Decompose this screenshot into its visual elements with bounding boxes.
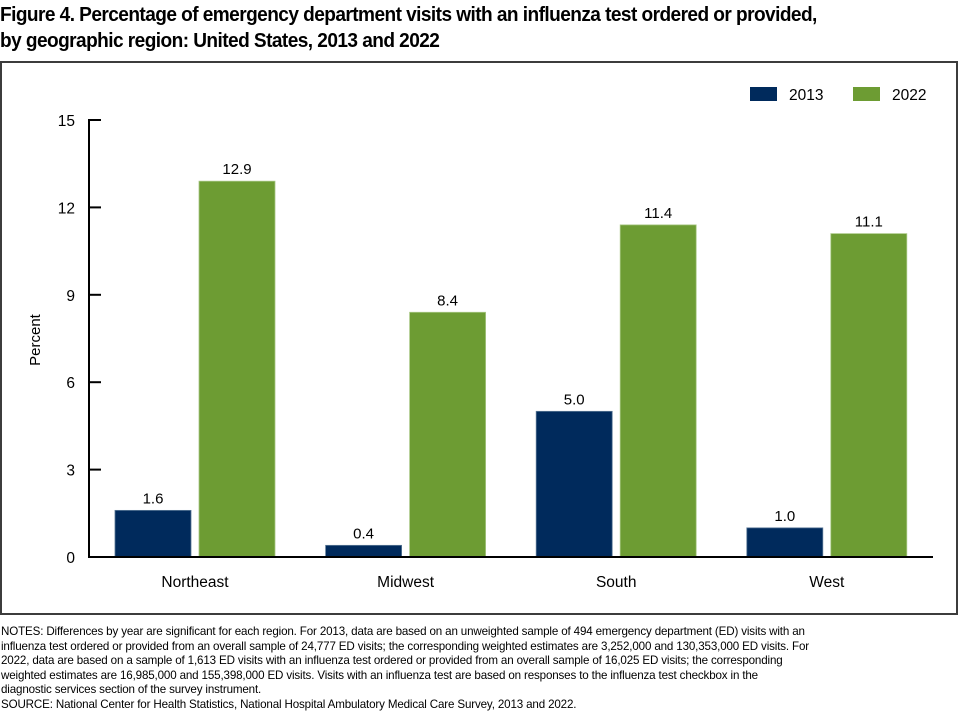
bar-west-2022 <box>830 233 908 558</box>
bar-west-2013 <box>746 527 824 558</box>
bar-label-west-2013: 1.0 <box>774 508 795 525</box>
y-tick-label-6: 6 <box>66 375 75 392</box>
y-ticks-layer: 0 3 6 9 12 15 <box>58 113 101 567</box>
bar-midwest-2013 <box>325 544 403 558</box>
bar-northeast-2022 <box>198 180 276 558</box>
bar-label-northeast-2013: 1.6 <box>143 490 164 507</box>
bar-label-south-2013: 5.0 <box>564 391 585 408</box>
legend-swatch-2013 <box>750 87 777 101</box>
bar-south-2022 <box>619 224 697 558</box>
legend-item-2022: 2022 <box>853 87 926 104</box>
x-tick-label-northeast: Northeast <box>161 574 229 591</box>
bar-label-south-2022: 11.4 <box>644 205 672 222</box>
x-ticks-layer: Northeast Midwest South West <box>161 574 845 591</box>
legend-label-2022: 2022 <box>892 87 926 104</box>
bar-northeast-2013 <box>114 509 192 558</box>
x-tick-label-midwest: Midwest <box>377 574 435 591</box>
notes-line-2: influenza test ordered or provided from … <box>1 639 809 653</box>
y-tick-label-12: 12 <box>58 200 75 217</box>
bar-label-midwest-2013: 0.4 <box>353 525 374 542</box>
notes-line-1: NOTES: Differences by year are significa… <box>1 625 805 638</box>
bar-label-northeast-2022: 12.9 <box>222 161 251 178</box>
notes-line-4: weighted estimates are 16,985,000 and 15… <box>1 668 758 682</box>
x-tick-label-west: West <box>809 574 845 591</box>
notes-line-3: 2022, data are based on a sample of 1,61… <box>1 654 783 668</box>
source-line: SOURCE: National Center for Health Stati… <box>1 697 577 711</box>
figure-title-line-1: Figure 4. Percentage of emergency depart… <box>0 3 817 26</box>
figure-notes: NOTES: Differences by year are significa… <box>1 625 959 713</box>
y-axis-label: Percent <box>27 313 44 366</box>
y-tick-label-9: 9 <box>66 288 75 305</box>
bar-south-2013 <box>535 410 613 558</box>
axes-layer <box>88 119 933 558</box>
legend-swatch-2022 <box>853 87 880 101</box>
legend-label-2013: 2013 <box>789 87 823 104</box>
bar-midwest-2022 <box>409 311 487 558</box>
figure-title: Figure 4. Percentage of emergency depart… <box>0 2 893 54</box>
legend: 2013 2022 <box>750 87 926 104</box>
bars-layer <box>114 180 908 558</box>
x-tick-label-south: South <box>596 574 637 591</box>
figure-title-line-2: by geographic region: United States, 201… <box>0 29 440 52</box>
legend-item-2013: 2013 <box>750 87 823 104</box>
bar-label-west-2022: 11.1 <box>855 214 883 231</box>
bar-label-midwest-2022: 8.4 <box>437 292 458 309</box>
notes-line-5: diagnostic services section of the surve… <box>1 683 262 697</box>
bar-labels-layer: 1.6 12.9 0.4 8.4 5.0 11.4 1.0 11.1 <box>143 161 883 542</box>
y-tick-label-3: 3 <box>66 463 75 480</box>
y-tick-label-15: 15 <box>58 113 75 130</box>
y-tick-label-0: 0 <box>66 550 75 567</box>
